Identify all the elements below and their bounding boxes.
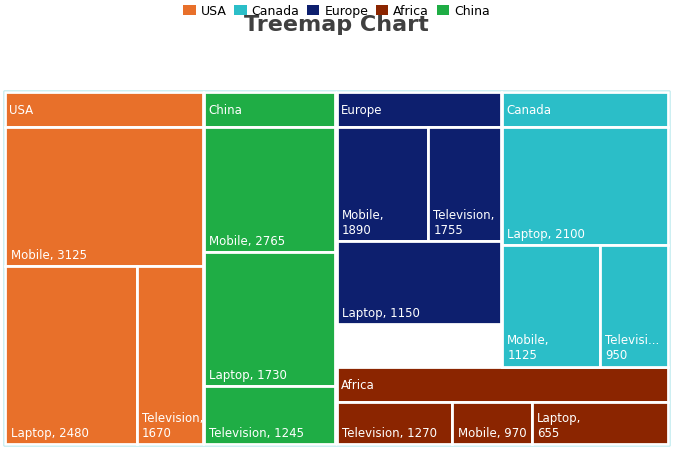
Bar	[5, 92, 203, 128]
Text: Laptop, 2100: Laptop, 2100	[507, 227, 586, 240]
Text: Laptop,
655: Laptop, 655	[537, 411, 581, 439]
Text: USA: USA	[9, 104, 34, 116]
Bar	[204, 386, 335, 444]
Text: Canada: Canada	[506, 104, 551, 116]
Text: Mobile, 2765: Mobile, 2765	[209, 234, 285, 247]
Text: Laptop, 1730: Laptop, 1730	[209, 368, 287, 381]
Bar	[5, 128, 203, 267]
Text: Televisi...
950: Televisi... 950	[606, 334, 660, 362]
Bar	[336, 367, 668, 402]
Bar	[204, 253, 335, 386]
Text: Mobile, 970: Mobile, 970	[458, 426, 526, 439]
Text: Europe: Europe	[341, 104, 382, 116]
Bar	[336, 128, 428, 242]
Legend: USA, Canada, Europe, Africa, China: USA, Canada, Europe, Africa, China	[183, 5, 490, 18]
Bar	[502, 245, 600, 367]
Bar	[336, 402, 452, 444]
Text: Mobile,
1125: Mobile, 1125	[507, 334, 550, 362]
Bar	[502, 92, 668, 128]
Bar	[428, 128, 501, 242]
Bar	[5, 267, 137, 444]
Text: China: China	[208, 104, 242, 116]
Bar	[600, 245, 668, 367]
Text: Television, 1245: Television, 1245	[209, 426, 304, 439]
Bar	[336, 92, 501, 128]
Text: Mobile,
1890: Mobile, 1890	[342, 209, 384, 237]
Text: Television, 1270: Television, 1270	[342, 426, 437, 439]
Text: Laptop, 2480: Laptop, 2480	[11, 426, 89, 439]
Bar	[502, 128, 668, 245]
Bar	[204, 128, 335, 253]
Text: Laptop, 1150: Laptop, 1150	[342, 306, 420, 319]
Text: Television,
1755: Television, 1755	[433, 209, 495, 237]
Bar	[452, 402, 532, 444]
Text: Television,
1670: Television, 1670	[142, 411, 203, 439]
Bar	[336, 242, 501, 325]
Bar	[137, 267, 203, 444]
Bar	[204, 92, 335, 128]
Text: Mobile, 3125: Mobile, 3125	[11, 249, 87, 261]
Text: Treemap Chart: Treemap Chart	[244, 15, 429, 35]
Text: Africa: Africa	[341, 378, 374, 391]
Bar	[532, 402, 668, 444]
